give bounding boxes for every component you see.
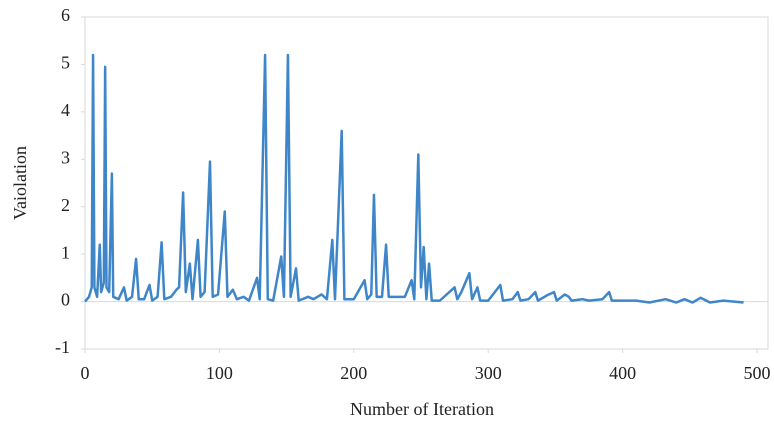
x-axis-title: Number of Iteration xyxy=(350,399,494,419)
y-tick-label: 2 xyxy=(61,195,70,215)
x-tick-label: 100 xyxy=(206,363,233,383)
data-line xyxy=(84,53,744,304)
y-tick-label: 4 xyxy=(61,100,70,120)
y-tick-label: 3 xyxy=(61,147,70,167)
x-tick-label: 400 xyxy=(609,363,636,383)
y-tick-label: 1 xyxy=(61,242,70,262)
x-tick-label: 0 xyxy=(81,363,90,383)
y-tick-label: -1 xyxy=(55,337,70,357)
y-tick-label: 0 xyxy=(61,290,70,310)
x-tick-label: 500 xyxy=(744,363,771,383)
plot-frame xyxy=(84,16,769,350)
y-tick-label: 5 xyxy=(61,53,70,73)
x-tick-label: 200 xyxy=(340,363,367,383)
y-axis-title: Vaiolation xyxy=(10,146,30,220)
y-tick-label: 6 xyxy=(61,5,70,25)
x-tick-label: 300 xyxy=(475,363,502,383)
